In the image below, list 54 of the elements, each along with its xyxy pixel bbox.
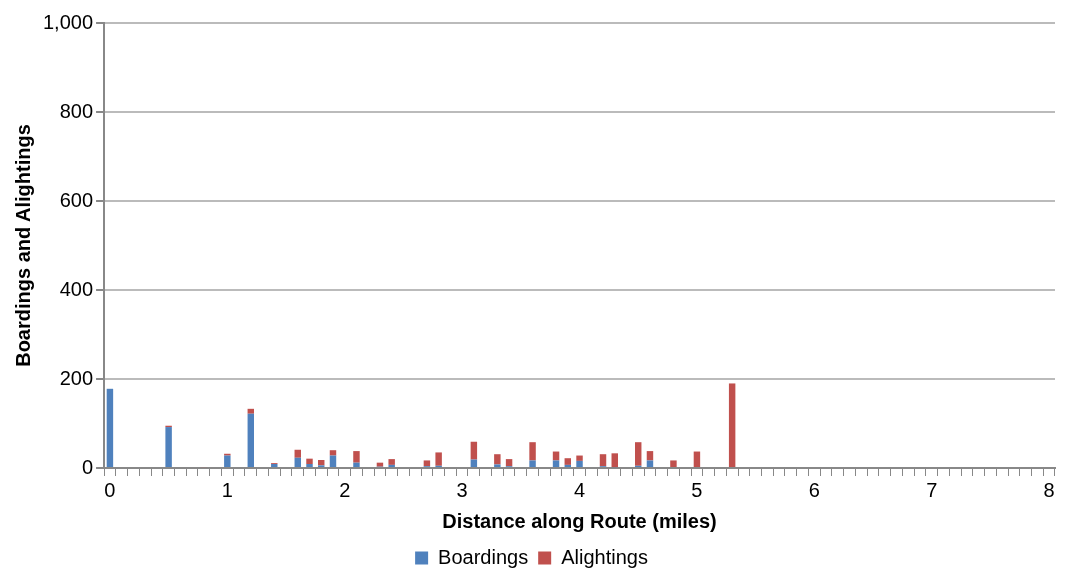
bar <box>576 460 583 467</box>
bar <box>494 464 501 467</box>
bar <box>388 464 395 467</box>
y-axis-title: Boardings and Alightings <box>11 124 34 367</box>
bar <box>388 459 395 465</box>
bar <box>470 441 478 460</box>
bar <box>306 464 313 467</box>
bar <box>435 452 442 466</box>
x-tick-label: 7 <box>926 478 938 501</box>
bar <box>294 457 301 467</box>
bar <box>353 451 360 463</box>
bar <box>576 455 583 461</box>
bar <box>635 442 642 466</box>
bar <box>423 460 431 467</box>
bar <box>165 427 172 467</box>
bar <box>611 453 618 468</box>
y-tick-label: 200 <box>59 366 94 389</box>
bar <box>529 460 536 467</box>
bar <box>693 451 701 467</box>
y-tick-label: 0 <box>81 455 94 478</box>
bar <box>106 388 114 467</box>
x-tick-label: 0 <box>104 478 116 501</box>
bar <box>505 459 513 467</box>
x-tick-label: 2 <box>339 478 351 501</box>
bar <box>646 460 654 467</box>
bar <box>294 449 301 458</box>
y-tick-label: 400 <box>59 277 94 300</box>
bar <box>529 442 536 461</box>
bar <box>247 413 255 467</box>
y-tick-label: 600 <box>59 188 94 211</box>
bar <box>552 460 560 467</box>
x-tick-label: 1 <box>221 478 233 501</box>
x-tick-label: 3 <box>456 478 468 501</box>
bar <box>599 454 607 467</box>
bar <box>329 450 337 456</box>
bar <box>564 458 572 465</box>
bar <box>376 462 384 467</box>
x-tick-label: 4 <box>573 478 586 501</box>
x-tick-label: 5 <box>691 478 703 501</box>
bar <box>247 408 255 414</box>
legend-label: Alightings <box>561 545 648 568</box>
bar <box>728 383 736 467</box>
bar <box>494 454 501 465</box>
y-tick-label: 1,000 <box>42 10 94 33</box>
bar <box>306 458 313 464</box>
bar <box>353 462 360 467</box>
x-tick-label: 6 <box>808 478 820 501</box>
bar <box>646 451 654 461</box>
x-tick-label: 8 <box>1043 478 1055 501</box>
bar <box>224 455 231 467</box>
bar <box>670 460 677 467</box>
x-axis-title: Distance along Route (miles) <box>442 509 717 532</box>
legend-label: Boardings <box>438 545 529 568</box>
y-tick-label: 800 <box>59 99 94 122</box>
